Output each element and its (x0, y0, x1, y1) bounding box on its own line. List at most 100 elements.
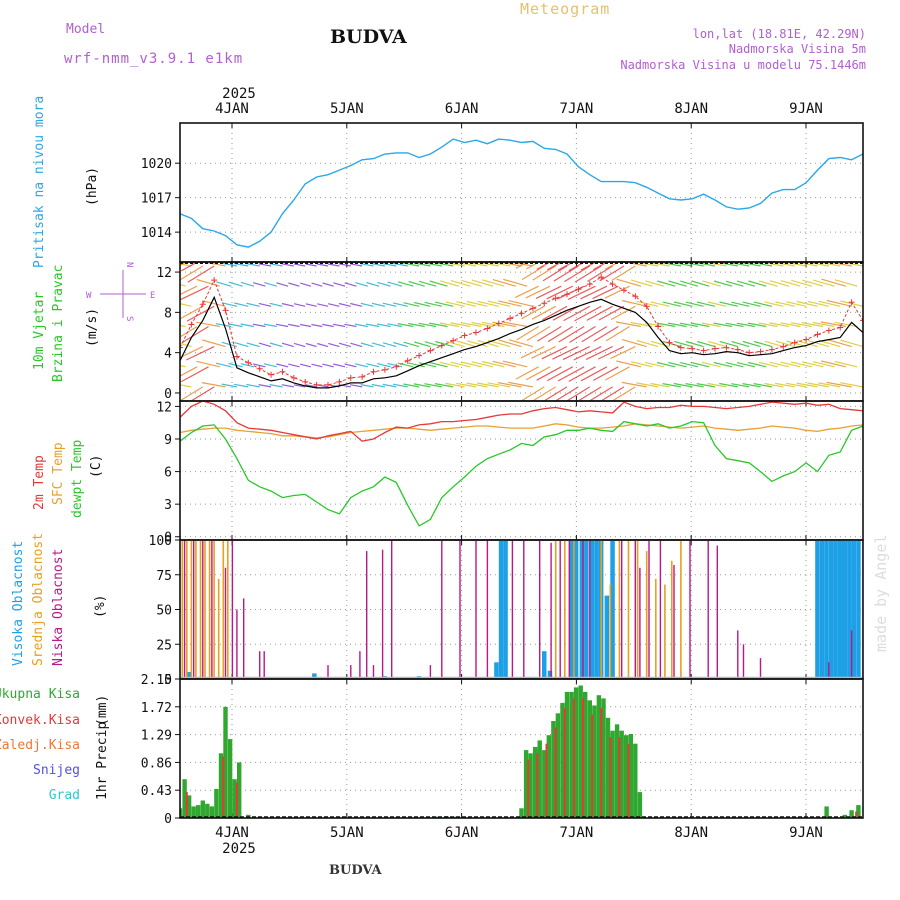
wind-arrow (429, 361, 448, 368)
y-tick-label: 1017 (141, 192, 172, 207)
wind-gust-point (837, 324, 844, 331)
wind-arrow (258, 384, 272, 388)
wind-arrow (631, 251, 653, 256)
wind-arrow (472, 251, 493, 256)
compass-west: W (86, 291, 92, 301)
high-cloud-bar (584, 540, 589, 679)
wind-arrow (397, 323, 414, 328)
total-precip-bar (614, 724, 620, 818)
lonlat-label: lon,lat (18.81E, 42.29N) (693, 27, 866, 41)
high-cloud-bar (819, 540, 825, 679)
high-cloud-bar (594, 540, 599, 679)
wind-arrow (516, 325, 539, 341)
wind-gust-point (552, 295, 559, 302)
wind-gust-point (814, 331, 821, 338)
wind-arrow (258, 342, 272, 348)
wind-arrow (317, 342, 329, 348)
wind-gust-point (302, 378, 309, 385)
wind-arrow (471, 321, 494, 328)
wind-arrow (774, 262, 795, 267)
convective-precip-bar (582, 698, 584, 818)
wind-arrow (445, 382, 465, 388)
y-tick-label: 3 (164, 498, 172, 513)
cloud-ylabel-2: Srednja Oblacnost (31, 533, 46, 666)
wind-arrow (747, 322, 767, 328)
high-cloud-bar (851, 540, 857, 679)
total-precip-bar (849, 810, 854, 818)
low-cloud-bar (327, 665, 329, 679)
wind-arrow (807, 382, 830, 388)
wind-arrow (834, 321, 858, 328)
cloud-unit: (%) (93, 595, 108, 618)
bottom-day-label: 4JAN (215, 825, 249, 841)
total-precip-bar (546, 735, 551, 818)
total-precip-bar (596, 695, 602, 818)
wind-arrow (456, 262, 477, 267)
wind-arrow (719, 382, 738, 388)
wind-arrow (382, 342, 397, 348)
wind-arrow (181, 366, 209, 383)
total-precip-bar (573, 687, 579, 818)
wind-gust-point (268, 371, 275, 378)
wind-arrow (435, 340, 454, 348)
mid-cloud-bar (680, 540, 682, 679)
wind-arrow (615, 321, 642, 328)
wind-arrow (403, 302, 420, 307)
wind-arrow (802, 279, 824, 287)
wind-arrow (393, 341, 408, 348)
panel-body (180, 540, 863, 679)
total-precip-bar (619, 730, 624, 818)
wind-gust-point (655, 323, 662, 330)
wind-arrow (366, 281, 380, 287)
wind-gust-point (370, 368, 377, 375)
wind-arrow (526, 325, 551, 342)
wind-arrow (521, 386, 545, 401)
total-precip-bar (191, 806, 196, 818)
wind-arrow (498, 300, 522, 307)
wind-arrow (840, 339, 863, 348)
low-cloud-bar (243, 598, 245, 679)
total-precip-bar (533, 746, 538, 818)
wind-arrow (726, 252, 744, 256)
wind-arrow (610, 346, 636, 360)
wind-arrow (398, 252, 414, 256)
low-cloud-bar (689, 540, 691, 679)
wind-arrow (531, 346, 556, 359)
wind-arrow (429, 322, 448, 328)
wind-arrow (621, 381, 647, 388)
wind-arrow (456, 301, 477, 307)
wind-arrow (221, 262, 238, 267)
wind-gust-point (700, 347, 707, 354)
mid-cloud-bar (618, 540, 621, 679)
wind-arrow (355, 253, 368, 256)
low-cloud-bar (659, 540, 662, 679)
wind-arrow (397, 362, 414, 368)
high-cloud-bar (842, 540, 847, 679)
wind-arrow (276, 282, 289, 287)
high-cloud-bar (604, 595, 610, 679)
wind-gust-point (450, 337, 457, 344)
total-precip-bar (180, 808, 183, 818)
wind-arrow (393, 302, 408, 307)
total-precip-bar (583, 691, 588, 818)
wind-arrow (737, 252, 755, 256)
wind-arrow (311, 363, 323, 368)
low-cloud-bar (391, 540, 393, 679)
sfc-temp-line (180, 423, 863, 439)
wind-arrow (498, 339, 522, 348)
wind-arrow (269, 384, 283, 388)
wind-arrow (580, 366, 608, 382)
bottom-year-label: 2025 (222, 841, 256, 857)
wind-arrow (796, 382, 818, 388)
total-precip-bar (564, 691, 570, 818)
low-cloud-bar (648, 540, 650, 679)
wind-arrow (466, 300, 488, 307)
wind-arrow (813, 251, 835, 256)
wind-arrow (450, 322, 471, 328)
wind-gust-point (586, 281, 593, 288)
wind-arrow (650, 382, 670, 388)
low-cloud-bar (359, 651, 361, 679)
wind-arrow (769, 280, 790, 287)
mid-cloud-bar (671, 560, 673, 679)
